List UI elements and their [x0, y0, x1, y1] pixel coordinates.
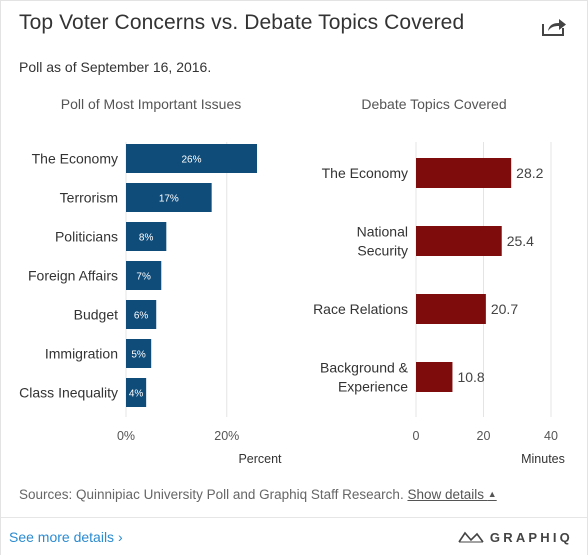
- poll-category-label: Politicians: [55, 229, 118, 245]
- caret-up-icon: ▲: [487, 489, 497, 499]
- chart-title: Top Voter Concerns vs. Debate Topics Cov…: [19, 11, 465, 34]
- debate-chart-title: Debate Topics Covered: [361, 96, 506, 112]
- poll-category-label: Foreign Affairs: [28, 268, 118, 284]
- poll-data-label: 5%: [131, 350, 146, 361]
- see-more-link[interactable]: See more details ›: [9, 529, 123, 545]
- brand-name: GRAPHIQ: [489, 529, 573, 545]
- debate-category-label: Race Relations: [313, 301, 408, 317]
- debate-tick-label: 20: [477, 429, 491, 443]
- debate-data-label: 25.4: [507, 233, 534, 249]
- poll-category-label: Class Inequality: [19, 385, 118, 401]
- poll-bar: [126, 144, 257, 173]
- debate-category-label: Security: [357, 243, 408, 259]
- poll-category-label: Terrorism: [60, 190, 118, 206]
- debate-data-label: 10.8: [457, 369, 484, 385]
- poll-data-label: 8%: [139, 233, 154, 244]
- poll-bar: [126, 183, 212, 212]
- poll-tick-label: 20%: [214, 429, 239, 443]
- poll-axis-label: Percent: [238, 452, 282, 466]
- debate-bar: [416, 226, 502, 256]
- debate-bar: [416, 362, 453, 392]
- debate-data-label: 20.7: [491, 301, 518, 317]
- debate-category-label: Background &: [320, 360, 409, 376]
- debate-chart: Debate Topics Covered 0 20 40 The Economy 28.…: [313, 96, 565, 466]
- poll-chart-title: Poll of Most Important Issues: [61, 96, 242, 112]
- debate-category-label: National: [357, 224, 408, 240]
- footer: See more details › GRAPHIQ: [1, 517, 587, 555]
- show-details-label: Show details: [407, 487, 485, 502]
- sources-text: Sources: Quinnipiac University Poll and …: [19, 487, 404, 502]
- debate-bar: [416, 158, 512, 188]
- poll-data-label: 26%: [181, 155, 201, 166]
- poll-bar: [126, 339, 152, 368]
- poll-tick-label: 0%: [117, 429, 135, 443]
- debate-axis-label: Minutes: [521, 452, 565, 466]
- graphiq-logo-icon: [458, 531, 484, 543]
- chart-subtitle: Poll as of September 16, 2016.: [19, 59, 212, 75]
- poll-category-label: Immigration: [45, 346, 118, 362]
- charts-area: Poll of Most Important Issues 0% 20% The Ec…: [19, 96, 565, 466]
- poll-bar: [126, 261, 162, 290]
- share-icon[interactable]: [541, 15, 567, 37]
- poll-data-label: 7%: [136, 272, 151, 283]
- poll-data-label: 6%: [134, 311, 149, 322]
- poll-bar: [126, 300, 157, 329]
- poll-bar: [126, 378, 147, 407]
- debate-category-label: Experience: [338, 379, 408, 395]
- debate-data-label: 28.2: [516, 165, 543, 181]
- poll-category-label: The Economy: [32, 151, 118, 167]
- brand: GRAPHIQ: [458, 528, 573, 546]
- debate-tick-label: 40: [544, 429, 558, 443]
- debate-tick-label: 0: [413, 429, 420, 443]
- sources-line: Sources: Quinnipiac University Poll and …: [19, 487, 497, 502]
- poll-category-label: Budget: [74, 307, 118, 323]
- show-details-link[interactable]: Show details ▲: [407, 487, 496, 502]
- debate-category-label: The Economy: [322, 165, 408, 181]
- poll-chart: Poll of Most Important Issues 0% 20% The Ec…: [19, 96, 282, 466]
- poll-data-label: 17%: [159, 194, 179, 205]
- poll-bar: [126, 222, 167, 251]
- poll-data-label: 4%: [129, 389, 144, 400]
- debate-bar: [416, 294, 486, 324]
